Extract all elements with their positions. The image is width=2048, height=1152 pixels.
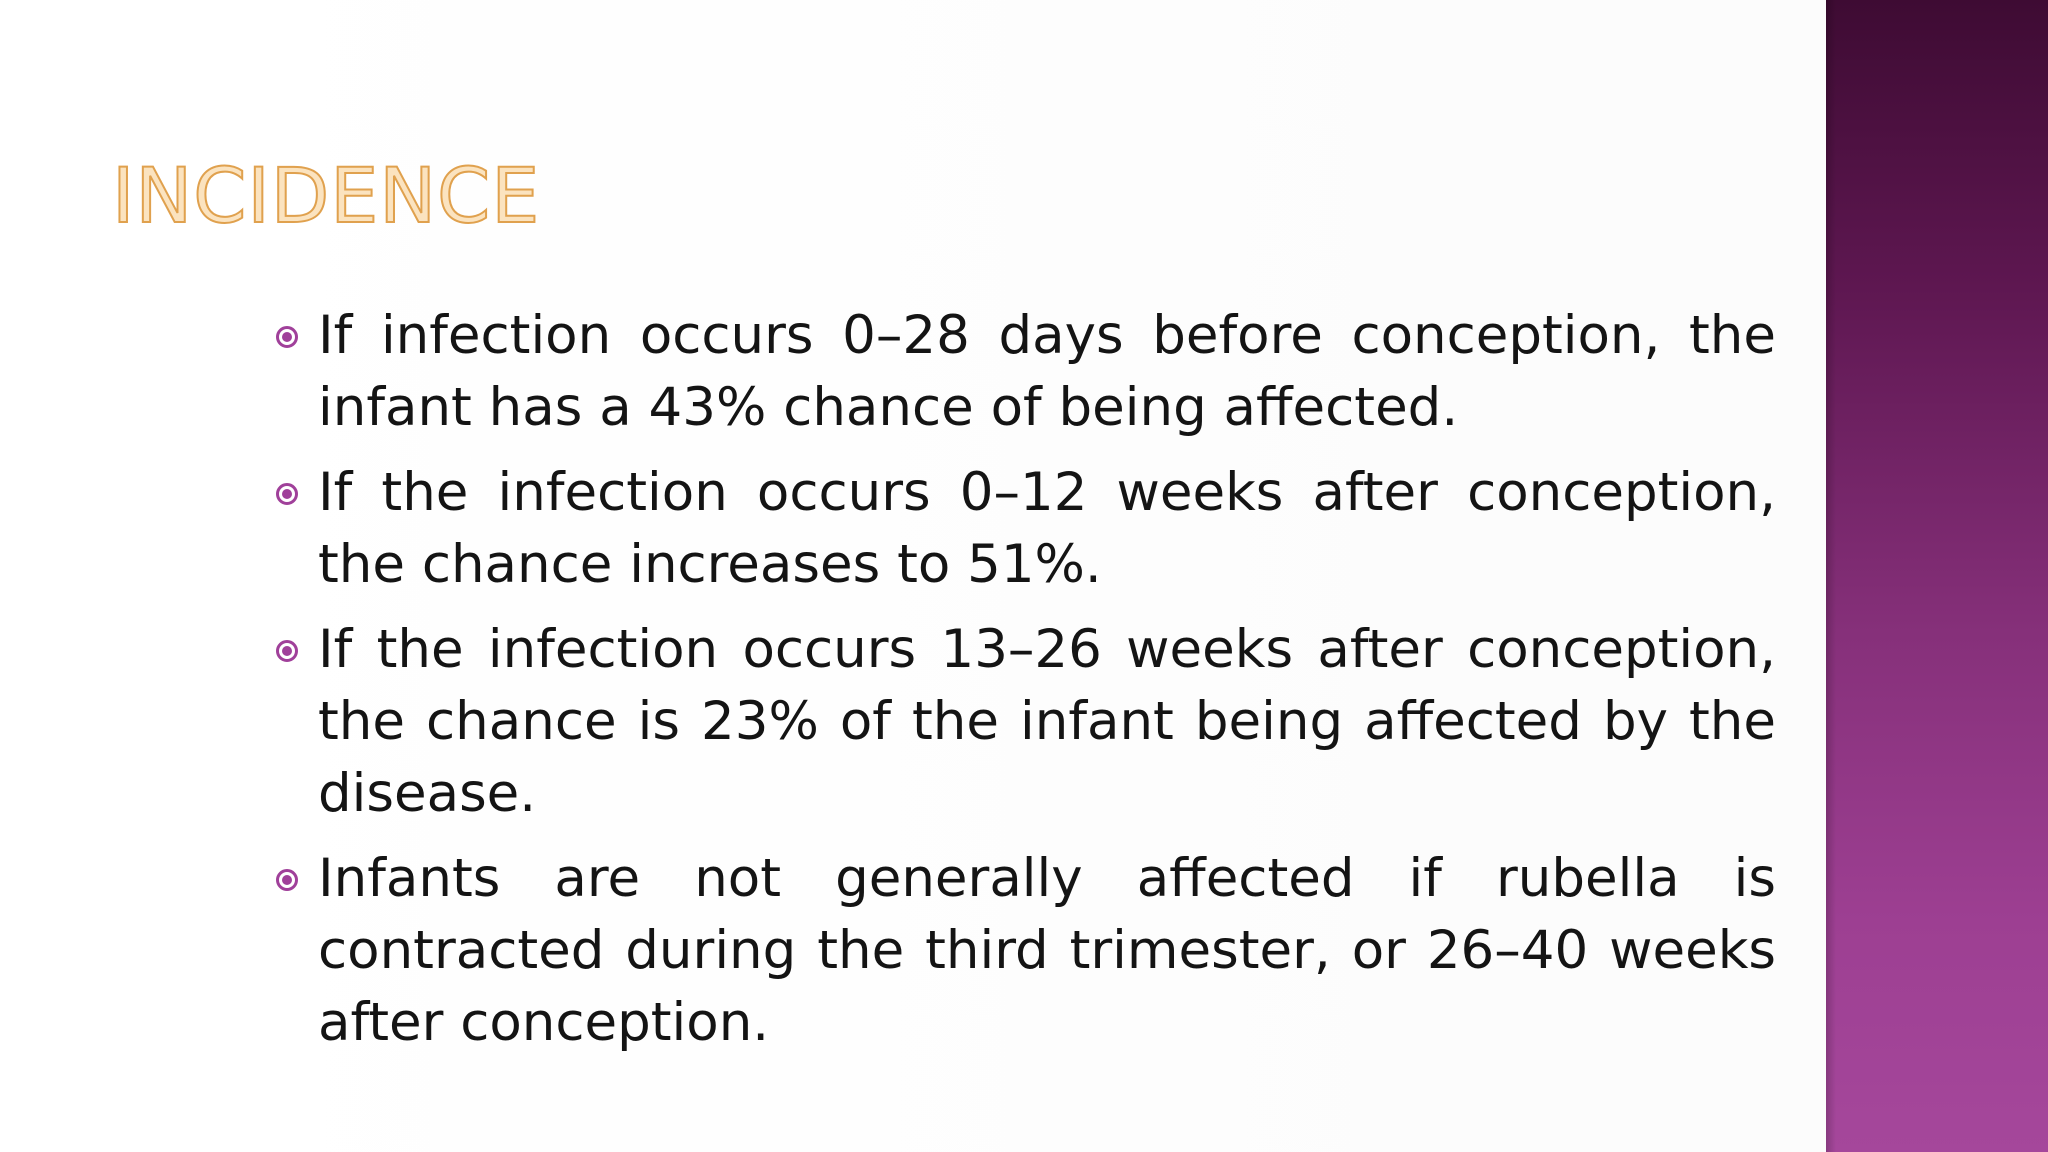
bullet-item: If infection occurs 0–28 days before con…	[272, 300, 1776, 444]
bullet-item: If the infection occurs 0–12 weeks after…	[272, 457, 1776, 601]
circle-dot-bullet-icon	[276, 483, 298, 505]
bullet-item: If the infection occurs 13–26 weeks afte…	[272, 614, 1776, 830]
slide-title: INCIDENCE	[111, 150, 541, 241]
decorative-side-panel	[1826, 0, 2048, 1152]
bullet-text: Infants are not generally affected if ru…	[318, 848, 1776, 1053]
circle-dot-bullet-icon	[276, 869, 298, 891]
bullet-item: Infants are not generally affected if ru…	[272, 843, 1776, 1059]
bullet-text: If the infection occurs 13–26 weeks afte…	[318, 619, 1776, 824]
circle-dot-bullet-icon	[276, 640, 298, 662]
bullet-text: If the infection occurs 0–12 weeks after…	[318, 462, 1776, 595]
circle-dot-bullet-icon	[276, 326, 298, 348]
bullet-text: If infection occurs 0–28 days before con…	[318, 305, 1776, 438]
bullet-list: If infection occurs 0–28 days before con…	[272, 300, 1776, 1072]
